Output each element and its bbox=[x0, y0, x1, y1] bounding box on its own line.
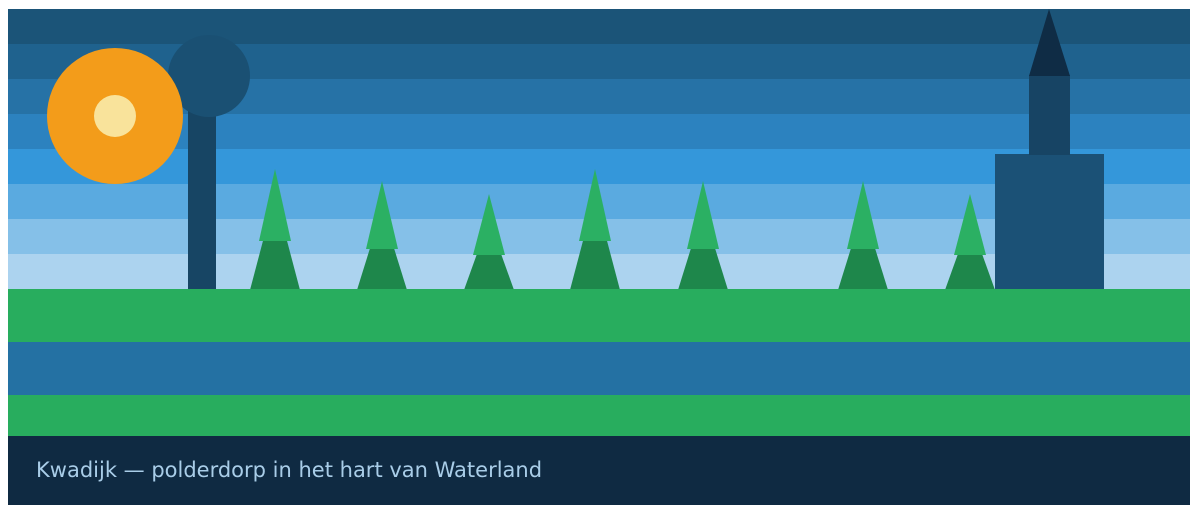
church-icon bbox=[995, 9, 1104, 291]
windmill-icon bbox=[168, 35, 250, 291]
church-tower bbox=[1029, 75, 1070, 155]
tree-icon bbox=[357, 181, 407, 290]
windmill-head bbox=[168, 35, 250, 117]
sun-icon bbox=[47, 48, 183, 184]
trees bbox=[250, 169, 995, 290]
church-spire bbox=[1029, 9, 1070, 76]
sky-band bbox=[8, 9, 1190, 44]
grass-strip-top bbox=[8, 289, 1190, 342]
church-body bbox=[995, 154, 1104, 291]
sky-band bbox=[8, 114, 1190, 149]
water-canal bbox=[8, 342, 1190, 395]
village-illustration: Kwadijk — polderdorp in het hart van Wat… bbox=[8, 9, 1190, 505]
caption-bar: Kwadijk — polderdorp in het hart van Wat… bbox=[8, 436, 1190, 505]
polder-scene bbox=[8, 9, 1190, 436]
sun-inner bbox=[94, 95, 136, 137]
tree-icon bbox=[570, 169, 620, 290]
tree-icon bbox=[250, 169, 300, 290]
grass-strip-bottom bbox=[8, 395, 1190, 436]
tree-icon bbox=[464, 194, 514, 290]
tree-icon bbox=[678, 181, 728, 290]
tree-icon bbox=[945, 194, 995, 290]
caption-text: Kwadijk — polderdorp in het hart van Wat… bbox=[36, 458, 543, 482]
tree-icon bbox=[838, 181, 888, 290]
